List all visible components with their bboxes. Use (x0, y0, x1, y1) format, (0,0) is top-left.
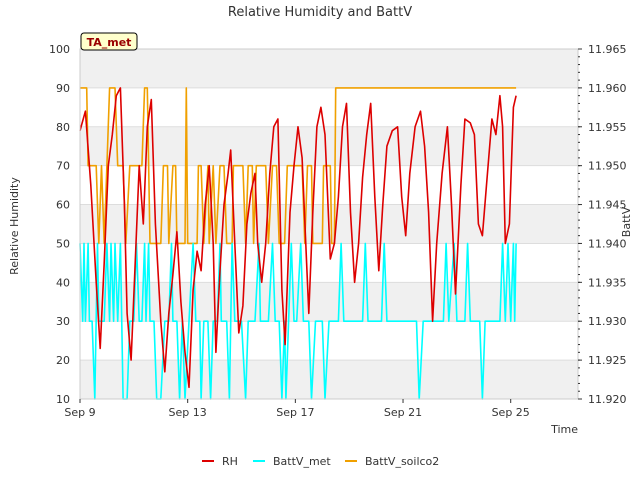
y-tick-label: 30 (56, 315, 70, 328)
legend-label: RH (222, 455, 238, 468)
series-line-rh (79, 87, 517, 389)
grid-band (80, 282, 578, 322)
y2-tick-label: 11.955 (588, 121, 627, 134)
x-tick-label: Sep 13 (169, 406, 207, 419)
y-tick-label: 20 (56, 354, 70, 367)
y2-tick-label: 11.950 (588, 160, 627, 173)
x-axis-label: Time (550, 423, 578, 436)
x-tick-label: Sep 21 (384, 406, 422, 419)
x-tick-label: Sep 17 (276, 406, 314, 419)
y2-tick-label: 11.920 (588, 393, 627, 406)
plot-frame (79, 48, 579, 400)
y-tick-label: 40 (56, 276, 70, 289)
axes: 10 20 30 40 50 60 70 80 90 100 11.920 11.925 11.930 1… (49, 43, 627, 419)
y2-tick-label: 11.945 (588, 199, 627, 212)
legend: RH BattV_met BattV_soilco2 (202, 455, 439, 468)
y2-tick-label: 11.965 (588, 43, 627, 56)
y-tick-label: 80 (56, 121, 70, 134)
y2-tick-label: 11.925 (588, 354, 627, 367)
legend-label: BattV_met (273, 455, 331, 468)
y2-axis-label: BattV (620, 206, 633, 237)
annotation-badge: TA_met (80, 32, 138, 51)
y-tick-label: 10 (56, 393, 70, 406)
y-tick-label: 90 (56, 82, 70, 95)
grid-band (80, 49, 578, 88)
grid-band (80, 360, 578, 399)
annotation-label: TA_met (87, 36, 132, 49)
y2-tick-label: 11.935 (588, 276, 627, 289)
legend-item: BattV_met (253, 455, 331, 468)
y-tick-label: 100 (49, 43, 70, 56)
legend-item: BattV_soilco2 (345, 455, 439, 468)
x-tick-label: Sep 25 (492, 406, 530, 419)
y-tick-label: 50 (56, 237, 70, 250)
chart-title: Relative Humidity and BattV (228, 5, 412, 20)
x-tick-label: Sep 9 (64, 406, 95, 419)
y2-tick-label: 11.930 (588, 315, 627, 328)
y-axis-label: Relative Humidity (8, 177, 21, 275)
y2-tick-label: 11.960 (588, 82, 627, 95)
y2-tick-label: 11.940 (588, 237, 627, 250)
y-tick-label: 60 (56, 199, 70, 212)
legend-item: RH (202, 455, 238, 468)
y-tick-label: 70 (56, 160, 70, 173)
legend-label: BattV_soilco2 (365, 455, 439, 468)
